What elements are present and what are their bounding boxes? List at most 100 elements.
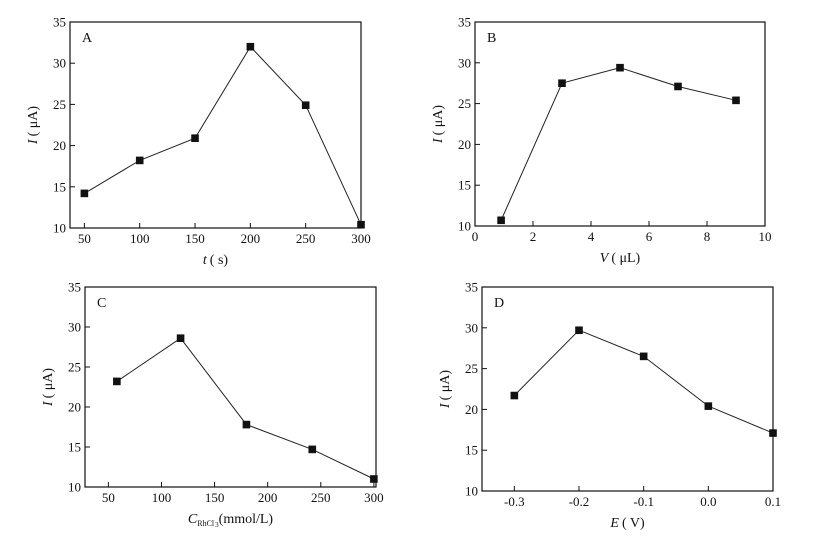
y-axis-symbol: I bbox=[41, 400, 56, 407]
x-tick-label: 6 bbox=[646, 229, 653, 244]
data-point bbox=[674, 82, 682, 91]
plot-frame bbox=[481, 286, 774, 492]
data-point bbox=[301, 101, 310, 110]
y-axis-label: I( μA) bbox=[431, 105, 446, 144]
data-point bbox=[732, 96, 740, 105]
y-tick-label: 20 bbox=[53, 138, 66, 153]
y-axis-label: I( μA) bbox=[438, 370, 453, 409]
y-tick-label: 20 bbox=[68, 400, 81, 415]
y-axis-symbol: I bbox=[431, 137, 446, 144]
y-tick-label: 35 bbox=[68, 280, 81, 295]
panel-letter: B bbox=[487, 31, 496, 46]
x-tick-label: 10 bbox=[759, 229, 772, 244]
panel-letter: A bbox=[82, 31, 93, 46]
y-tick-label: 20 bbox=[465, 402, 478, 417]
x-tick-label: 100 bbox=[152, 490, 172, 505]
series-line bbox=[513, 329, 774, 434]
data-point bbox=[639, 352, 648, 361]
data-point bbox=[769, 429, 777, 437]
series-line bbox=[116, 337, 375, 480]
x-tick-label: -0.2 bbox=[569, 494, 590, 509]
data-point bbox=[135, 156, 144, 165]
data-point bbox=[616, 63, 624, 72]
x-tick-label: 250 bbox=[311, 490, 331, 505]
data-point bbox=[575, 326, 583, 335]
x-axis-unit: ( s) bbox=[210, 253, 229, 268]
x-tick-label: 300 bbox=[364, 490, 384, 505]
y-axis-label: I( μA) bbox=[41, 368, 56, 407]
plot-frame bbox=[84, 286, 377, 488]
y-axis-unit: ( μA) bbox=[431, 105, 446, 136]
plot-frame bbox=[474, 21, 766, 227]
panel-letter: D bbox=[494, 296, 504, 311]
y-axis-symbol: I bbox=[26, 138, 41, 145]
y-tick-label: 15 bbox=[53, 179, 66, 194]
series-line bbox=[84, 45, 362, 225]
y-tick-label: 25 bbox=[53, 97, 66, 112]
y-tick-label: 35 bbox=[458, 15, 471, 30]
y-tick-label: 30 bbox=[68, 320, 81, 335]
x-axis-symbol: C bbox=[188, 512, 198, 527]
x-tick-label: -0.3 bbox=[504, 494, 525, 509]
data-point bbox=[80, 189, 89, 198]
y-tick-label: 30 bbox=[458, 55, 471, 70]
data-point bbox=[357, 220, 365, 229]
series-line bbox=[500, 67, 737, 221]
x-axis-symbol: E bbox=[609, 516, 619, 531]
x-tick-label: 2 bbox=[530, 229, 537, 244]
data-point bbox=[497, 216, 505, 225]
y-tick-label: 15 bbox=[458, 178, 471, 193]
y-tick-label: 10 bbox=[68, 480, 81, 495]
x-tick-label: 50 bbox=[102, 490, 115, 505]
x-axis-unit: (mmol/L) bbox=[219, 512, 274, 527]
x-axis-label: V( μL) bbox=[600, 251, 641, 266]
y-tick-label: 10 bbox=[465, 484, 478, 499]
y-tick-label: 25 bbox=[465, 361, 478, 376]
data-point bbox=[113, 377, 121, 386]
panel-a: 10 15 20 25 30 35 50 100 150 200 250 300 At( s) I( μA… bbox=[26, 15, 371, 269]
x-tick-label: 0 bbox=[472, 229, 479, 244]
x-axis-unit: ( V) bbox=[622, 516, 645, 531]
y-axis-unit: ( μA) bbox=[41, 368, 56, 399]
x-tick-label: 100 bbox=[130, 231, 150, 246]
y-tick-label: 35 bbox=[465, 280, 478, 295]
x-tick-label: 50 bbox=[78, 231, 91, 246]
panel-d: 10 15 20 25 30 35 -0.3 -0.2 -0.1 0.0 0.1 D E( V) I( μ… bbox=[438, 280, 781, 532]
data-point bbox=[704, 402, 713, 410]
y-tick-label: 25 bbox=[68, 360, 81, 375]
y-tick-label: 10 bbox=[53, 221, 66, 236]
x-tick-label: 250 bbox=[296, 231, 316, 246]
x-axis-label: CRhCl3(mmol/L) bbox=[188, 512, 274, 529]
x-tick-label: 150 bbox=[185, 231, 205, 246]
x-axis-label: t( s) bbox=[203, 253, 229, 268]
data-point bbox=[370, 475, 378, 483]
data-point bbox=[308, 445, 317, 454]
x-tick-label: 200 bbox=[241, 231, 261, 246]
data-point bbox=[510, 391, 519, 400]
data-point bbox=[176, 334, 185, 342]
y-axis-unit: ( μA) bbox=[438, 370, 453, 401]
y-tick-label: 35 bbox=[53, 15, 66, 30]
x-axis-symbol: t bbox=[203, 253, 208, 268]
panel-b: 10 15 20 25 30 35 0 2 4 6 8 10 B V( μL) I( μA) bbox=[431, 15, 772, 267]
x-axis-subscript-number: 3 bbox=[215, 521, 219, 529]
x-axis-subscript: RhCl bbox=[197, 519, 215, 528]
x-tick-label: 8 bbox=[704, 229, 711, 244]
x-axis-label: E( V) bbox=[609, 516, 645, 531]
data-point bbox=[246, 42, 255, 51]
y-axis-symbol: I bbox=[438, 402, 453, 409]
y-tick-label: 30 bbox=[465, 320, 478, 335]
x-tick-label: 300 bbox=[351, 231, 371, 246]
x-tick-label: -0.1 bbox=[633, 494, 654, 509]
x-tick-label: 0.0 bbox=[700, 494, 716, 509]
x-tick-label: 4 bbox=[588, 229, 595, 244]
x-axis-symbol: V bbox=[600, 251, 610, 266]
y-tick-label: 15 bbox=[68, 440, 81, 455]
y-tick-label: 25 bbox=[458, 96, 471, 111]
x-tick-label: 0.1 bbox=[765, 494, 781, 509]
data-point bbox=[558, 79, 566, 87]
y-tick-label: 15 bbox=[465, 443, 478, 458]
x-axis-unit: ( μL) bbox=[611, 251, 640, 266]
